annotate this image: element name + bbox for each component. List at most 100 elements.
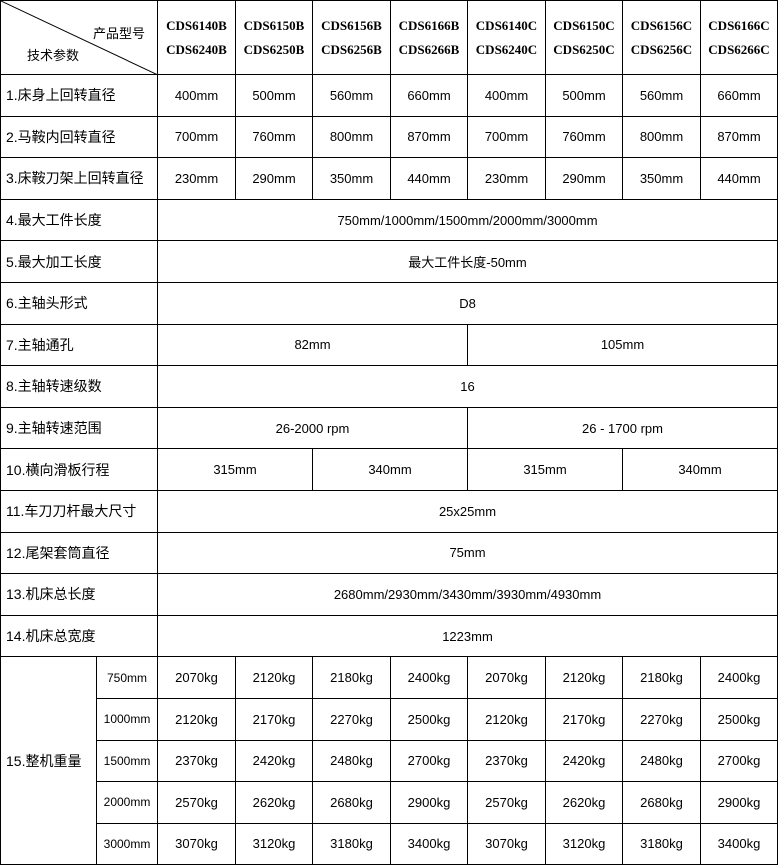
table-row: 9.主轴转速范围 26-2000 rpm 26 - 1700 rpm <box>0 406 778 450</box>
value-cell: 105mm <box>467 323 778 367</box>
weight-value-cell: 2180kg <box>622 656 701 699</box>
workpiece-length-cell: 1500mm <box>96 739 158 783</box>
weight-value-cell: 3070kg <box>157 822 236 866</box>
row-label: 14.机床总宽度 <box>0 614 158 658</box>
weight-value-cell: 3180kg <box>312 822 391 866</box>
model-name: CDS6140C <box>475 17 538 33</box>
table-row: 3.床鞍刀架上回转直径 230mm 290mm 350mm 440mm 230mm 290m… <box>0 157 778 200</box>
value-cell: 350mm <box>312 157 391 200</box>
weight-value-cell: 2070kg <box>467 656 546 699</box>
table-row: 6.主轴头形式 D8 <box>0 281 778 325</box>
weight-value-cell: 2070kg <box>157 656 236 699</box>
value-cell: 230mm <box>157 157 236 200</box>
weight-value-cell: 2570kg <box>157 781 236 824</box>
model-header-cell: CDS6156B CDS6256B <box>312 0 391 75</box>
weight-value-cell: 2370kg <box>467 739 546 783</box>
weight-value-cell: 2900kg <box>390 781 468 824</box>
model-name: CDS6266B <box>398 41 460 57</box>
row-label: 1.床身上回转直径 <box>0 74 158 117</box>
value-cell: 340mm <box>622 448 778 491</box>
row-label: 11.车刀刀杆最大尺寸 <box>0 489 158 533</box>
value-cell: 760mm <box>235 115 313 159</box>
model-name: CDS6256C <box>630 41 693 57</box>
weight-value-cell: 2620kg <box>235 781 313 824</box>
header-row: 产品型号 技术参数 CDS6140B CDS6240B CDS6150B CDS625… <box>0 0 778 75</box>
weight-value-cell: 2620kg <box>545 781 623 824</box>
model-header-cell: CDS6156C CDS6256C <box>622 0 701 75</box>
diagonal-divider <box>1 1 156 74</box>
weight-value-cell: 2570kg <box>467 781 546 824</box>
weight-value-cell: 2400kg <box>390 656 468 699</box>
weight-value-cell: 2180kg <box>312 656 391 699</box>
weight-value-cell: 2400kg <box>700 656 778 699</box>
value-cell: 26-2000 rpm <box>157 406 468 450</box>
value-cell: 560mm <box>622 74 701 117</box>
value-cell: 500mm <box>545 74 623 117</box>
table-row: 4.最大工件长度 750mm/1000mm/1500mm/2000mm/3000m… <box>0 198 778 242</box>
value-cell: 800mm <box>312 115 391 159</box>
table-row: 2.马鞍内回转直径 700mm 760mm 800mm 870mm 700mm 760mm 8… <box>0 115 778 159</box>
value-cell: 230mm <box>467 157 546 200</box>
value-cell: 290mm <box>235 157 313 200</box>
value-cell: 660mm <box>700 74 778 117</box>
workpiece-length-cell: 1000mm <box>96 697 158 741</box>
product-model-label: 产品型号 <box>93 26 146 41</box>
workpiece-length-cell: 2000mm <box>96 781 158 824</box>
value-cell: 2680mm/2930mm/3430mm/3930mm/4930mm <box>157 573 778 616</box>
corner-header-cell: 产品型号 技术参数 <box>0 0 158 75</box>
model-name: CDS6156B <box>321 17 382 33</box>
model-header-cell: CDS6150C CDS6250C <box>545 0 623 75</box>
table-row: 5.最大加工长度 最大工件长度-50mm <box>0 240 778 283</box>
model-name: CDS6256B <box>321 41 382 57</box>
model-name: CDS6240C <box>475 41 538 57</box>
table-row: 14.机床总宽度 1223mm <box>0 614 778 658</box>
value-cell: 870mm <box>700 115 778 159</box>
workpiece-length-cell: 3000mm <box>96 822 158 866</box>
value-cell: 700mm <box>467 115 546 159</box>
workpiece-length-cell: 750mm <box>96 656 158 699</box>
row-label: 10.横向滑板行程 <box>0 448 158 491</box>
weight-value-cell: 3120kg <box>235 822 313 866</box>
value-cell: 315mm <box>157 448 313 491</box>
row-label: 7.主轴通孔 <box>0 323 158 367</box>
row-label: 12.尾架套筒直径 <box>0 531 158 575</box>
weight-value-cell: 2700kg <box>390 739 468 783</box>
weight-value-cell: 2170kg <box>545 697 623 741</box>
table-row: 11.车刀刀杆最大尺寸 25x25mm <box>0 489 778 533</box>
model-name: CDS6166C <box>708 17 770 33</box>
row-label: 4.最大工件长度 <box>0 198 158 242</box>
row-label: 5.最大加工长度 <box>0 240 158 283</box>
row-label: 3.床鞍刀架上回转直径 <box>0 157 158 200</box>
table-row: 10.横向滑板行程 315mm 340mm 315mm 340mm <box>0 448 778 491</box>
value-cell: 560mm <box>312 74 391 117</box>
model-header-cell: CDS6166B CDS6266B <box>390 0 468 75</box>
weight-value-cell: 2480kg <box>622 739 701 783</box>
value-cell: 500mm <box>235 74 313 117</box>
row-label: 2.马鞍内回转直径 <box>0 115 158 159</box>
weight-value-cell: 3180kg <box>622 822 701 866</box>
row-label: 9.主轴转速范围 <box>0 406 158 450</box>
weight-row: 3000mm 3070kg 3120kg 3180kg 3400kg 3070kg 3120… <box>1 822 778 866</box>
value-cell: 16 <box>157 365 778 408</box>
weight-value-cell: 2680kg <box>622 781 701 824</box>
weight-row: 1500mm 2370kg 2420kg 2480kg 2700kg 2370kg 2420… <box>1 739 778 783</box>
model-name: CDS6166B <box>398 17 460 33</box>
value-cell: 870mm <box>390 115 468 159</box>
weight-value-cell: 2420kg <box>545 739 623 783</box>
weight-value-cell: 2370kg <box>157 739 236 783</box>
weight-value-cell: 2120kg <box>467 697 546 741</box>
table-row: 8.主轴转速级数 16 <box>0 365 778 408</box>
weight-value-cell: 2480kg <box>312 739 391 783</box>
value-cell: 760mm <box>545 115 623 159</box>
weight-value-cell: 2680kg <box>312 781 391 824</box>
value-cell: 750mm/1000mm/1500mm/2000mm/3000mm <box>157 198 778 242</box>
weight-value-cell: 2120kg <box>157 697 236 741</box>
value-cell: 1223mm <box>157 614 778 658</box>
model-name: CDS6250C <box>553 41 615 57</box>
weight-value-cell: 2900kg <box>700 781 778 824</box>
model-header-cell: CDS6140B CDS6240B <box>157 0 236 75</box>
weight-row: 1000mm 2120kg 2170kg 2270kg 2500kg 2120kg 2170… <box>1 697 778 741</box>
weight-value-cell: 2270kg <box>312 697 391 741</box>
model-name: CDS6240B <box>166 41 227 57</box>
